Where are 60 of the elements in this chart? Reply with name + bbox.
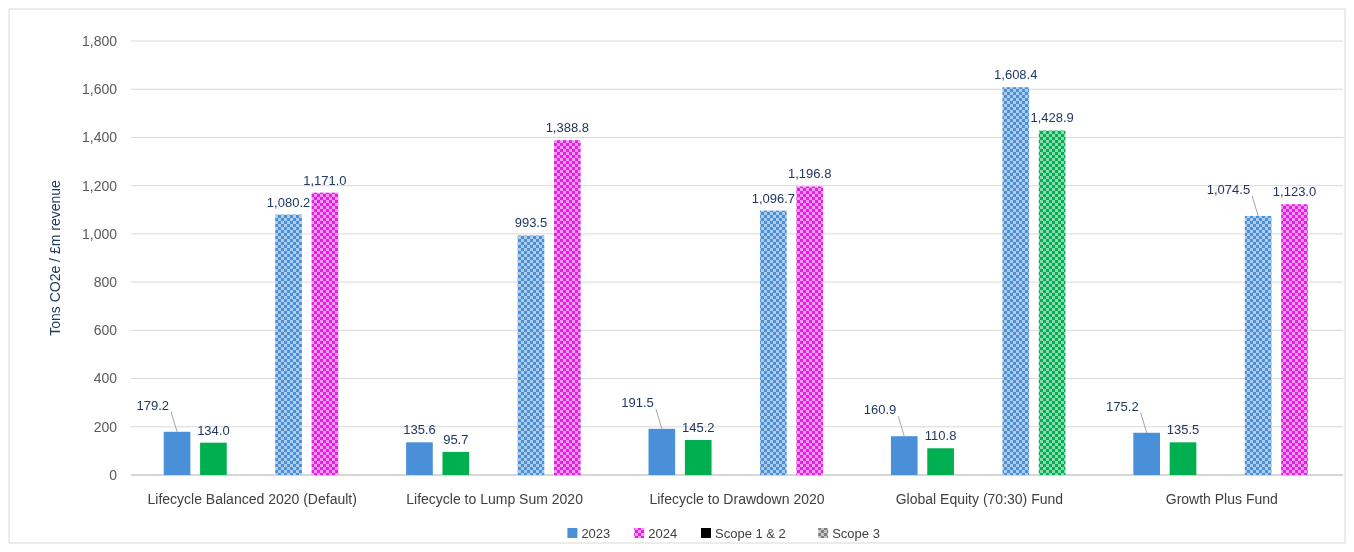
y-tick-label: 200	[93, 418, 118, 435]
y-tick-label: 600	[93, 322, 118, 339]
data-label: 1,196.8	[788, 166, 832, 182]
data-label: 145.2	[681, 419, 715, 435]
y-tick-label: 800	[93, 274, 118, 291]
data-label: 134.0	[197, 422, 230, 438]
data-label: 993.5	[514, 215, 548, 231]
legend-label: 2023	[581, 526, 611, 541]
data-label: 1,171.0	[303, 172, 347, 188]
data-label: 179.2	[136, 397, 170, 413]
bar	[200, 442, 227, 475]
bar	[311, 192, 339, 475]
bar	[553, 140, 581, 475]
x-tick-label: Growth Plus Fund	[1165, 491, 1278, 507]
bar	[1169, 442, 1197, 475]
data-label: 110.8	[924, 428, 957, 444]
data-label: 1,096.7	[751, 190, 796, 206]
legend-label: Scope 3	[832, 526, 880, 541]
y-tick-label: 1,000	[81, 225, 118, 242]
data-label: 175.2	[1106, 398, 1139, 414]
data-label: 191.5	[621, 394, 654, 410]
y-tick-label: 1,800	[81, 32, 118, 49]
bar	[927, 448, 954, 475]
bar	[796, 186, 824, 475]
bar	[275, 214, 302, 475]
bar	[442, 451, 470, 475]
y-axis-title: Tons CO2e / £m revenue	[47, 179, 63, 336]
bar	[1002, 87, 1030, 475]
x-tick-label: Lifecycle to Drawdown 2020	[649, 491, 825, 507]
data-label: 1,428.9	[1030, 110, 1074, 126]
bar	[1038, 130, 1066, 475]
bar	[1281, 204, 1308, 475]
bar	[1133, 432, 1160, 475]
x-tick-label: Lifecycle to Lump Sum 2020	[406, 491, 584, 507]
data-label: 135.5	[1166, 422, 1200, 438]
bar	[163, 431, 191, 475]
data-label: 1,388.8	[545, 120, 590, 136]
data-label: 1,608.4	[994, 67, 1038, 83]
y-tick-label: 400	[93, 370, 118, 387]
bar	[1244, 215, 1272, 475]
y-tick-label: 0	[109, 466, 118, 483]
x-tick-label: Lifecycle Balanced 2020 (Default)	[147, 491, 357, 507]
data-label: 160.9	[863, 402, 897, 418]
bar	[760, 210, 787, 475]
y-tick-label: 1,600	[81, 81, 118, 98]
data-label: 1,123.0	[1272, 184, 1317, 200]
y-tick-label: 1,200	[81, 177, 118, 194]
legend-label: 2024	[648, 526, 678, 541]
y-tick-label: 1,400	[81, 129, 118, 146]
bar	[684, 439, 712, 475]
legend-label: Scope 1 & 2	[715, 526, 786, 541]
data-label: 1,074.5	[1206, 181, 1251, 197]
bar	[517, 235, 545, 475]
x-tick-label: Global Equity (70:30) Fund	[895, 491, 1064, 507]
data-label: 1,080.2	[266, 194, 311, 210]
data-label: 135.6	[403, 422, 436, 438]
data-label: 95.7	[443, 431, 469, 447]
bar	[648, 428, 676, 475]
bar	[406, 442, 433, 475]
bar	[890, 436, 918, 475]
